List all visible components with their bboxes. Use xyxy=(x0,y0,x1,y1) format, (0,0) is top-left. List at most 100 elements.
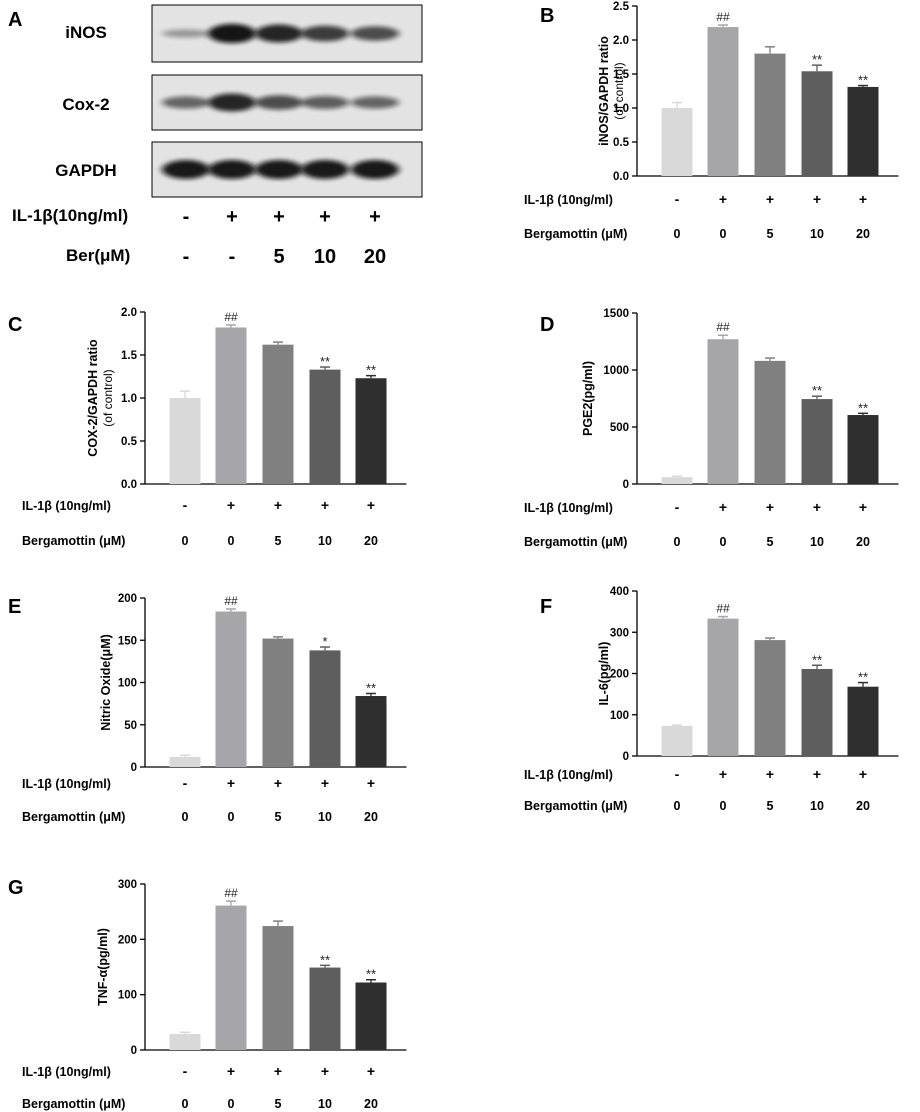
bergamottin-value-b: 10 xyxy=(810,227,824,241)
il1b-sign-f: + xyxy=(813,766,821,782)
blot-band-gapdh-lane-2 xyxy=(208,160,256,179)
bergamottin-value-g: 20 xyxy=(364,1097,378,1111)
band-label-gapdh: GAPDH xyxy=(55,161,116,180)
il1b-sign-f: + xyxy=(766,766,774,782)
y-tick-label: 0.5 xyxy=(121,436,138,448)
blot-band-cox2-lane-5 xyxy=(351,96,399,109)
blot-band-inos-lane-5 xyxy=(351,26,399,41)
blot-band-gapdh-lane-4 xyxy=(301,160,349,179)
significance-mark-b-4: ** xyxy=(812,52,822,67)
blot-band-gapdh-lane-3 xyxy=(255,160,303,179)
y-tick-label: 2.5 xyxy=(613,1,630,13)
bar-b-4 xyxy=(801,71,833,176)
band-label-cox2: Cox-2 xyxy=(62,95,109,114)
bar-b-5 xyxy=(847,86,879,176)
bergamottin-value-g: 0 xyxy=(228,1097,235,1111)
blot-band-cox2-lane-2 xyxy=(208,93,256,112)
y-tick-label: 50 xyxy=(124,720,137,732)
significance-mark-f-5: ** xyxy=(858,670,868,685)
panel-a-letter: A xyxy=(8,9,22,31)
y-tick-label: 0 xyxy=(131,762,137,774)
y-tick-label: 1.5 xyxy=(613,69,630,81)
bergamottin-value-d: 10 xyxy=(810,535,824,549)
bergamottin-value-b: 0 xyxy=(674,227,681,241)
y-tick-label: 150 xyxy=(118,635,137,647)
bergamottin-row-label-f: Bergamottin (μM) xyxy=(524,799,627,813)
bar-g-1 xyxy=(169,1033,201,1050)
significance-mark-b-5: ** xyxy=(858,73,868,88)
il1b-sign-d: + xyxy=(719,499,727,515)
y-tick-label: 0 xyxy=(623,751,629,763)
bar-f-3 xyxy=(754,640,786,756)
blot-band-cox2-lane-3 xyxy=(255,95,303,110)
y-tick-label: 0.5 xyxy=(613,137,630,149)
bar-c-4 xyxy=(309,369,341,484)
band-label-inos: iNOS xyxy=(65,23,107,42)
blot-band-gapdh-lane-5 xyxy=(351,160,399,179)
il1b-sign-e: + xyxy=(274,775,282,791)
significance-mark-d-4: ** xyxy=(812,383,822,398)
bar-g-3 xyxy=(262,926,294,1050)
bergamottin-value-d: 0 xyxy=(720,535,727,549)
panel-letter-e: E xyxy=(8,596,21,618)
panel-a-il1b-sign: + xyxy=(226,206,238,228)
bergamottin-value-g: 0 xyxy=(182,1097,189,1111)
panel-letter-d: D xyxy=(540,314,554,336)
il1b-sign-e: + xyxy=(367,775,375,791)
bar-d-4 xyxy=(801,399,833,484)
il1b-row-label-f: IL-1β (10ng/ml) xyxy=(524,768,613,782)
bergamottin-value-b: 0 xyxy=(720,227,727,241)
significance-mark-g-2: ## xyxy=(224,886,238,900)
bar-d-5 xyxy=(847,415,879,484)
panel-a-treatment-signs: - + + + + - - 5 10 20 xyxy=(183,206,386,268)
y-tick-label: 500 xyxy=(610,422,629,434)
il1b-sign-e: + xyxy=(321,775,329,791)
bergamottin-value-b: 20 xyxy=(856,227,870,241)
y-axis-sublabel-b: (of control) xyxy=(612,62,626,119)
bergamottin-value-g: 5 xyxy=(275,1097,282,1111)
panel-letter-f: F xyxy=(540,596,552,618)
significance-mark-g-4: ** xyxy=(320,952,330,967)
bergamottin-value-c: 20 xyxy=(364,534,378,548)
bar-f-1 xyxy=(661,725,693,756)
bar-b-1 xyxy=(661,108,693,176)
blot-band-inos-lane-4 xyxy=(301,25,349,42)
panel-a-il1b-sign: + xyxy=(369,206,381,228)
y-tick-label: 200 xyxy=(610,669,629,681)
y-axis-label-f: IL-6(pg/ml) xyxy=(597,642,611,706)
bar-g-5 xyxy=(355,982,387,1050)
y-tick-label: 1000 xyxy=(603,365,629,377)
bergamottin-value-f: 5 xyxy=(767,799,774,813)
chart-panel-c: C 0.0 0.5 1.0 1.5 2.0 COX-2/GAPDH ratio (of con… xyxy=(8,307,407,548)
significance-mark-b-2: ## xyxy=(716,10,730,24)
y-tick-label: 400 xyxy=(610,586,629,598)
bar-c-2 xyxy=(215,327,247,484)
significance-mark-f-4: ** xyxy=(812,652,822,667)
bar-g-4 xyxy=(309,967,341,1050)
significance-mark-c-5: ** xyxy=(366,363,376,378)
il1b-row-label-b: IL-1β (10ng/ml) xyxy=(524,193,613,207)
bar-e-1 xyxy=(169,756,201,767)
bar-e-3 xyxy=(262,638,294,767)
y-tick-label: 0 xyxy=(131,1045,137,1057)
panel-a-ber-value: - xyxy=(229,246,236,268)
y-tick-label: 100 xyxy=(118,678,137,690)
bergamottin-value-f: 0 xyxy=(674,799,681,813)
bergamottin-value-e: 0 xyxy=(182,810,189,824)
y-tick-label: 1.5 xyxy=(121,350,138,362)
bergamottin-row-label-b: Bergamottin (μM) xyxy=(524,227,627,241)
il1b-sign-d: + xyxy=(766,499,774,515)
panel-a-ber-value: - xyxy=(183,246,190,268)
bergamottin-row-label-d: Bergamottin (μM) xyxy=(524,535,627,549)
il1b-sign-b: + xyxy=(859,191,867,207)
il1b-row-label-d: IL-1β (10ng/ml) xyxy=(524,501,613,515)
bergamottin-value-e: 20 xyxy=(364,810,378,824)
y-tick-label: 100 xyxy=(118,990,137,1002)
bergamottin-value-e: 0 xyxy=(228,810,235,824)
blot-band-cox2-lane-4 xyxy=(301,96,349,109)
bergamottin-value-c: 0 xyxy=(182,534,189,548)
